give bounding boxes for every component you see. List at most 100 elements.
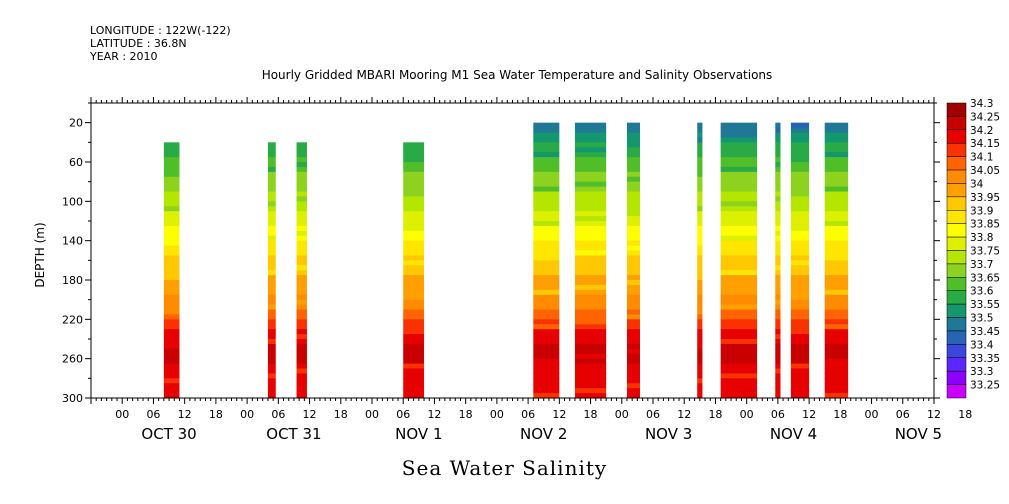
- salinity-cell: [775, 319, 781, 325]
- salinity-cell: [296, 378, 307, 384]
- day-label: OCT 31: [266, 425, 321, 443]
- colorbar-label: 33.3: [970, 366, 993, 378]
- colorbar-swatch: [946, 236, 967, 251]
- salinity-cell: [626, 142, 640, 148]
- salinity-cell: [267, 265, 276, 271]
- colorbar-label: 33.5: [970, 313, 993, 325]
- salinity-cell: [697, 319, 703, 325]
- salinity-cell: [296, 289, 307, 296]
- salinity-cell: [775, 314, 781, 320]
- salinity-cell: [163, 314, 180, 320]
- salinity-cell: [574, 230, 607, 237]
- salinity-cell: [626, 280, 640, 286]
- x-tick-label: 06: [646, 408, 660, 421]
- salinity-cell: [790, 294, 810, 301]
- salinity-cell: [574, 137, 607, 143]
- colorbar-swatch: [946, 370, 967, 385]
- salinity-cell: [824, 127, 849, 133]
- salinity-cell: [720, 206, 758, 212]
- salinity-cell: [790, 245, 810, 251]
- data-block: [790, 122, 810, 399]
- salinity-cell: [574, 152, 607, 158]
- salinity-cell: [533, 147, 560, 153]
- salinity-cell: [574, 339, 607, 345]
- salinity-cell: [626, 245, 640, 251]
- salinity-cell: [790, 388, 810, 394]
- colorbar-label: 34.3: [970, 98, 993, 110]
- x-tick-label: 06: [521, 408, 535, 421]
- salinity-cell: [296, 309, 307, 315]
- x-tick-label: 12: [927, 408, 941, 421]
- salinity-cell: [574, 314, 607, 320]
- salinity-cell: [267, 373, 276, 379]
- salinity-cell: [403, 388, 425, 394]
- salinity-cell: [626, 324, 640, 330]
- colorbar-swatch: [946, 210, 967, 224]
- salinity-cell: [775, 171, 781, 178]
- salinity-cell: [574, 334, 607, 340]
- salinity-cell: [296, 270, 307, 276]
- colorbar-swatch: [946, 223, 967, 238]
- salinity-cell: [403, 383, 425, 389]
- data-block: [626, 122, 640, 399]
- salinity-cell: [533, 142, 560, 148]
- salinity-cell: [163, 162, 180, 168]
- day-label: NOV 1: [395, 425, 442, 443]
- salinity-cell: [626, 171, 640, 178]
- salinity-cell: [697, 358, 703, 365]
- salinity-cell: [296, 147, 307, 153]
- salinity-cell: [697, 211, 703, 217]
- salinity-cell: [574, 289, 607, 296]
- salinity-cell: [697, 329, 703, 335]
- salinity-cell: [267, 348, 276, 355]
- salinity-cell: [163, 334, 180, 340]
- salinity-cell: [267, 363, 276, 369]
- salinity-cell: [697, 122, 703, 129]
- salinity-cell: [720, 275, 758, 281]
- salinity-cell: [296, 275, 307, 281]
- salinity-cell: [296, 280, 307, 286]
- salinity-cell: [790, 319, 810, 325]
- salinity-cell: [697, 201, 703, 207]
- salinity-cell: [790, 181, 810, 188]
- salinity-cell: [720, 324, 758, 330]
- salinity-cell: [697, 137, 703, 143]
- salinity-cell: [163, 181, 180, 188]
- salinity-cell: [720, 216, 758, 222]
- salinity-cell: [163, 373, 180, 379]
- salinity-cell: [790, 211, 810, 217]
- salinity-cell: [163, 368, 180, 374]
- salinity-cell: [697, 176, 703, 183]
- salinity-cell: [403, 289, 425, 296]
- salinity-cell: [296, 230, 307, 237]
- salinity-cell: [824, 319, 849, 325]
- salinity-cell: [533, 122, 560, 129]
- salinity-cell: [574, 260, 607, 266]
- salinity-cell: [790, 378, 810, 384]
- salinity-cell: [720, 378, 758, 384]
- salinity-cell: [697, 206, 703, 212]
- salinity-cell: [403, 250, 425, 256]
- salinity-cell: [267, 216, 276, 222]
- salinity-cell: [267, 319, 276, 325]
- salinity-cell: [720, 289, 758, 296]
- colorbar-swatch: [946, 116, 967, 131]
- salinity-cell: [626, 260, 640, 266]
- salinity-cell: [267, 230, 276, 237]
- salinity-cell: [720, 294, 758, 301]
- salinity-cell: [296, 166, 307, 173]
- salinity-cell: [824, 294, 849, 301]
- colorbar-label: 34: [970, 178, 984, 190]
- salinity-cell: [775, 191, 781, 197]
- salinity-cell: [697, 216, 703, 222]
- salinity-cell: [824, 166, 849, 173]
- salinity-cell: [163, 230, 180, 237]
- salinity-cell: [296, 250, 307, 256]
- salinity-cell: [775, 343, 781, 350]
- salinity-cell: [533, 343, 560, 350]
- salinity-cell: [163, 324, 180, 330]
- colorbar-swatch: [946, 357, 967, 372]
- salinity-cell: [533, 127, 560, 133]
- y-tick-label: 220: [62, 313, 83, 326]
- x-tick-label: 12: [427, 408, 441, 421]
